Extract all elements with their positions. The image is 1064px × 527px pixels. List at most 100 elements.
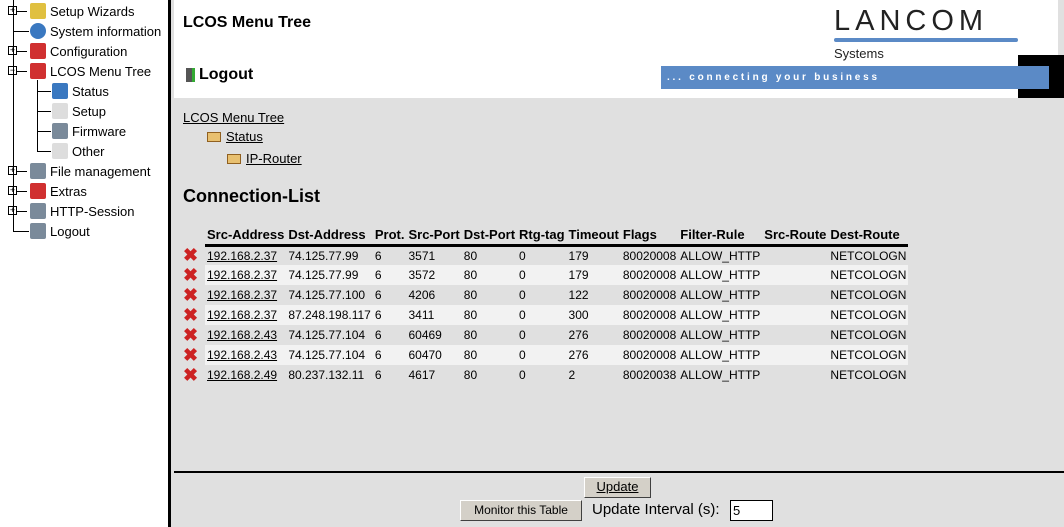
logout-link[interactable]: Logout <box>186 66 253 84</box>
table-cell: 6 <box>374 328 382 342</box>
table-cell: 0 <box>519 288 526 302</box>
table-cell: NETCOLOGN <box>830 328 907 342</box>
footer: Update Monitor this Table Update Interva… <box>174 475 1064 527</box>
column-header: Src-Route <box>762 226 829 247</box>
sidebar-item-setup-wizards[interactable]: Setup Wizards <box>30 1 135 21</box>
delete-icon[interactable]: ✖ <box>183 285 199 305</box>
expand-toggle[interactable]: + <box>8 185 17 195</box>
sidebar-tree: Setup Wizards + System information Configur… <box>0 0 171 527</box>
table-cell: 80.237.132.11 <box>288 368 365 382</box>
delete-icon[interactable]: ✖ <box>183 245 199 265</box>
table-cell: 179 <box>568 248 589 263</box>
config-tool-icon <box>30 63 46 79</box>
table-cell: 74.125.77.104 <box>286 345 373 365</box>
connection-table: Src-Address Dst-Address Prot. Src-Port Dst-P… <box>183 226 909 385</box>
logo-text: LANCOM <box>834 5 989 37</box>
delete-icon[interactable]: ✖ <box>183 365 199 385</box>
table-cell: 60469 <box>408 328 442 342</box>
expand-toggle[interactable]: + <box>8 165 17 175</box>
delete-icon[interactable]: ✖ <box>183 305 199 325</box>
table-cell: 6 <box>374 288 382 302</box>
src-address-link[interactable]: 192.168.2.49 <box>207 368 278 382</box>
table-cell: 6 <box>372 305 407 325</box>
table-cell: 80020008 <box>622 328 677 342</box>
src-address-link[interactable]: 192.168.2.37 <box>207 248 278 263</box>
breadcrumb-ip-router[interactable]: IP-Router <box>246 151 302 166</box>
src-address-link[interactable]: 192.168.2.43 <box>207 328 278 342</box>
monitor-table-button[interactable]: Monitor this Table <box>460 500 582 521</box>
table-row: ✖ 192.168.2.37 87.248.198.117 6 3411 80 0 300 80… <box>183 305 909 325</box>
table-cell: ALLOW_HTTP <box>678 345 763 365</box>
sidebar-item-http-session[interactable]: HTTP-Session <box>30 201 135 221</box>
table-cell: 3571 <box>408 248 436 263</box>
table-cell: 80020008 <box>620 305 679 325</box>
table-cell: 80020038 <box>622 368 677 382</box>
table-cell: 0 <box>517 305 567 325</box>
table-cell: 179 <box>566 265 621 285</box>
table-cell: 6 <box>374 248 382 263</box>
table-cell: 80 <box>461 265 518 285</box>
delete-icon[interactable]: ✖ <box>183 345 199 365</box>
column-header: Flags <box>620 226 679 247</box>
table-cell: 122 <box>568 288 589 302</box>
sidebar-item-system-information[interactable]: System information <box>30 21 161 41</box>
table-cell <box>762 305 829 325</box>
table-cell: 74.125.77.100 <box>288 288 366 302</box>
update-interval-input[interactable] <box>730 500 773 521</box>
logout-door-icon <box>186 68 195 82</box>
table-cell <box>762 325 828 345</box>
table-cell: 74.125.77.99 <box>288 248 359 263</box>
folder-icon <box>227 153 241 164</box>
main-frame: LCOS Menu Tree Logout LANCOM Systems . .… <box>174 0 1064 527</box>
sidebar-item-logout[interactable]: Logout <box>30 221 90 241</box>
column-header: Timeout <box>566 226 621 247</box>
sidebar-item-file-management[interactable]: File management <box>30 161 150 181</box>
src-address-link[interactable]: 192.168.2.43 <box>207 348 278 362</box>
header-title: LCOS Menu Tree <box>183 14 312 31</box>
file-management-icon <box>30 163 46 179</box>
table-cell <box>762 265 829 285</box>
sidebar-item-firmware[interactable]: Firmware <box>52 121 126 141</box>
table-cell: ALLOW_HTTP <box>680 288 761 302</box>
table-cell <box>762 345 829 365</box>
breadcrumb-status[interactable]: Status <box>226 129 263 144</box>
expand-toggle[interactable]: + <box>8 205 17 215</box>
src-address-link[interactable]: 192.168.2.37 <box>207 268 278 282</box>
column-header: Filter-Rule <box>678 226 763 247</box>
table-cell: 276 <box>568 328 589 342</box>
slogan-banner: . . . c o n n e c t i n g y o u r b u s … <box>661 66 1049 89</box>
expand-toggle[interactable]: + <box>8 45 17 55</box>
config-tool-icon <box>30 43 46 59</box>
update-button[interactable]: Update <box>584 477 651 498</box>
sidebar-item-other[interactable]: Other <box>52 141 105 161</box>
table-edit-icon <box>52 103 68 119</box>
expand-toggle[interactable]: + <box>8 5 17 15</box>
column-header: Dst-Port <box>461 226 518 247</box>
table-cell: 80 <box>461 345 518 365</box>
sidebar-item-configuration[interactable]: Configuration <box>30 41 127 61</box>
table-cell: 6 <box>374 368 382 382</box>
table-cell: 3572 <box>406 265 462 285</box>
delete-icon[interactable]: ✖ <box>183 325 199 345</box>
table-cell: 80020008 <box>620 265 679 285</box>
breadcrumb-lcos-menu-tree[interactable]: LCOS Menu Tree <box>183 110 285 125</box>
delete-icon[interactable]: ✖ <box>183 265 199 285</box>
sidebar-item-lcos-menu-tree[interactable]: LCOS Menu Tree <box>30 61 151 81</box>
content-area: LCOS Menu Tree Status IP-Router Connecti… <box>174 98 1064 473</box>
table-cell: 4617 <box>408 368 436 382</box>
sidebar-item-extras[interactable]: Extras <box>30 181 87 201</box>
table-cell: ALLOW_HTTP <box>678 305 763 325</box>
table-cell: 276 <box>566 345 621 365</box>
info-icon <box>30 23 46 39</box>
sidebar-item-status[interactable]: Status <box>52 81 109 101</box>
page-title: Connection-List <box>183 186 320 206</box>
src-address-link[interactable]: 192.168.2.37 <box>207 308 278 322</box>
logo-subtext: Systems <box>834 46 884 61</box>
collapse-toggle[interactable]: − <box>8 65 17 75</box>
table-cell: NETCOLOGN <box>830 288 907 302</box>
lancom-logo: LANCOM Systems <box>834 6 1024 61</box>
table-cell: 0 <box>517 265 567 285</box>
table-cell <box>762 285 828 305</box>
sidebar-item-setup[interactable]: Setup <box>52 101 106 121</box>
src-address-link[interactable]: 192.168.2.37 <box>207 288 278 302</box>
